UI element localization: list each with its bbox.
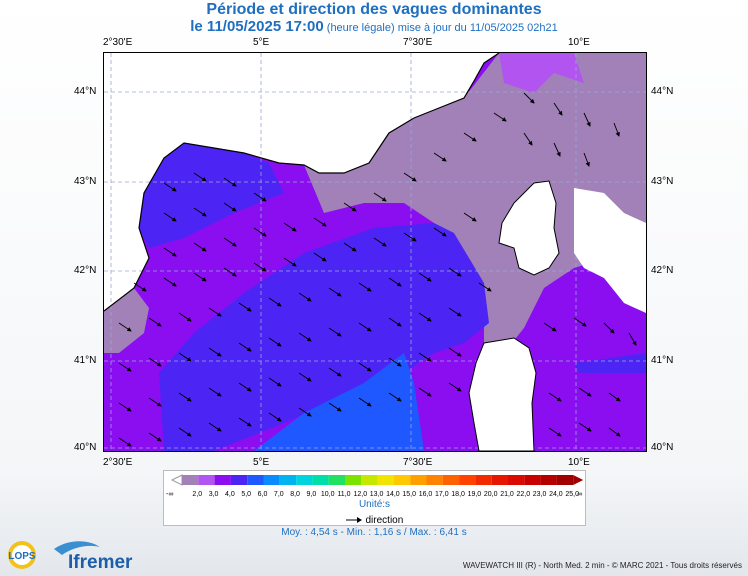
legend-swatch-13 <box>393 475 411 485</box>
direction-label: direction <box>365 515 404 526</box>
legend-swatch-23 <box>556 475 574 485</box>
lops-logo-text: LOPS <box>8 551 36 562</box>
legend-swatch-4 <box>247 475 264 485</box>
lon-label-bottom-4: 10°E <box>568 457 590 468</box>
lon-label-top-1: 2°30'E <box>103 37 133 48</box>
legend-swatch-2 <box>214 475 231 485</box>
footer-credits: WAVEWATCH III (R) - North Med. 2 min - ©… <box>462 561 742 570</box>
lops-logo: LOPS <box>8 541 36 569</box>
legend-over-triangle <box>573 475 584 485</box>
legend-swatch-18 <box>475 475 492 485</box>
legend-swatch-6 <box>279 475 297 485</box>
corsica-island <box>498 180 560 276</box>
direction-arrows <box>118 92 637 447</box>
lat-label-left-2: 43°N <box>74 176 97 187</box>
legend-swatch-12 <box>377 475 394 485</box>
lat-label-left-1: 44°N <box>74 86 97 97</box>
lat-label-left-5: 40°N <box>74 442 97 453</box>
ifremer-logo-text: Ifremer <box>68 552 133 573</box>
title-line-2: le 11/05/2025 17:00 (heure légale) mise … <box>0 18 748 37</box>
direction-legend: direction <box>0 515 748 526</box>
legend-tick-8: 10,0 <box>321 491 335 498</box>
statistics: Moy. : 4,54 s - Min. : 1,16 s / Max. : 6… <box>281 527 467 538</box>
map-canvas <box>104 53 646 451</box>
legend-swatch-14 <box>410 475 427 485</box>
lat-label-right-5: 40°N <box>651 442 674 453</box>
lat-label-left-4: 41°N <box>74 355 97 366</box>
legend-swatch-3 <box>230 475 248 485</box>
legend-swatch-17 <box>459 475 476 485</box>
lat-label-right-4: 41°N <box>651 355 674 366</box>
legend-tick-10: 12,0 <box>353 491 367 498</box>
legend-swatch-20 <box>508 475 525 485</box>
legend-swatch-16 <box>442 475 460 485</box>
legend-tick-6: 8,0 <box>290 491 300 498</box>
coastline <box>104 53 500 312</box>
legend-swatch-22 <box>540 475 557 485</box>
legend-tick-11: 13,0 <box>370 491 384 498</box>
update-note: (heure légale) mise à jour du 11/05/2025… <box>323 22 558 34</box>
legend-swatch-21 <box>524 475 541 485</box>
legend-tick-20: 22,0 <box>516 491 530 498</box>
title-line-1: Période et direction des vagues dominant… <box>206 1 542 18</box>
sardinia-island <box>468 337 537 451</box>
legend-swatch-8 <box>312 475 329 485</box>
legend-tick-18: 20,0 <box>484 491 498 498</box>
ifremer-logo: Ifremer <box>54 541 133 573</box>
legend-tick-13: 15,0 <box>402 491 416 498</box>
lon-label-top-2: 5°E <box>253 37 270 48</box>
legend-swatch-10 <box>345 475 362 485</box>
lon-label-bottom-1: 2°30'E <box>103 457 133 468</box>
italy-coast-area <box>574 188 646 313</box>
lat-label-right-2: 43°N <box>651 176 674 187</box>
legend-tick-4: 6,0 <box>258 491 268 498</box>
legend-tick-15: 17,0 <box>435 491 449 498</box>
legend-tick-17: 19,0 <box>468 491 482 498</box>
legend-swatch-9 <box>328 475 345 485</box>
legend-under-label: -∞ <box>166 491 173 498</box>
legend: -∞ 2,0 3,0 4,0 5,0 6,0 7,0 8,0 9,0 10,0 11,0 12,0 13… <box>163 470 586 526</box>
lon-label-top-3: 7°30'E <box>403 37 433 48</box>
legend-tick-19: 21,0 <box>500 491 514 498</box>
direction-arrow-icon <box>345 517 362 524</box>
legend-swatch-19 <box>491 475 508 485</box>
legend-tick-9: 11,0 <box>337 491 350 498</box>
legend-tick-2: 4,0 <box>225 491 235 498</box>
legend-tick-12: 14,0 <box>386 491 400 498</box>
legend-under-triangle <box>170 474 183 486</box>
legend-tick-1: 3,0 <box>209 491 219 498</box>
legend-colorbar: -∞ 2,0 3,0 4,0 5,0 6,0 7,0 8,0 9,0 10,0 11,0 12,0 13… <box>166 474 584 498</box>
lon-label-top-4: 10°E <box>568 37 590 48</box>
legend-tick-5: 7,0 <box>274 491 284 498</box>
legend-swatch-5 <box>263 475 280 485</box>
forecast-date: le 11/05/2025 17:00 <box>190 18 324 35</box>
legend-unit: Unité:s <box>358 499 391 510</box>
legend-tick-14: 16,0 <box>419 491 433 498</box>
legend-tick-16: 18,0 <box>451 491 465 498</box>
legend-swatch-7 <box>296 475 313 485</box>
legend-tick-0: 2,0 <box>192 491 202 498</box>
lon-label-bottom-3: 7°30'E <box>403 457 433 468</box>
legend-tick-22: 24,0 <box>549 491 563 498</box>
lat-label-left-3: 42°N <box>74 265 97 276</box>
legend-tick-23: 25,0 <box>565 491 579 498</box>
lon-label-bottom-2: 5°E <box>253 457 270 468</box>
legend-tick-3: 5,0 <box>241 491 251 498</box>
legend-swatch-0 <box>182 475 199 485</box>
legend-over-label: ∞ <box>577 491 582 498</box>
lat-label-right-1: 44°N <box>651 86 674 97</box>
wave-period-map[interactable] <box>103 52 647 452</box>
lat-label-right-3: 42°N <box>651 265 674 276</box>
legend-tick-7: 9,0 <box>307 491 317 498</box>
legend-tick-21: 23,0 <box>533 491 547 498</box>
legend-swatch-15 <box>426 475 443 485</box>
legend-swatch-11 <box>361 475 378 485</box>
legend-swatch-1 <box>198 475 215 485</box>
